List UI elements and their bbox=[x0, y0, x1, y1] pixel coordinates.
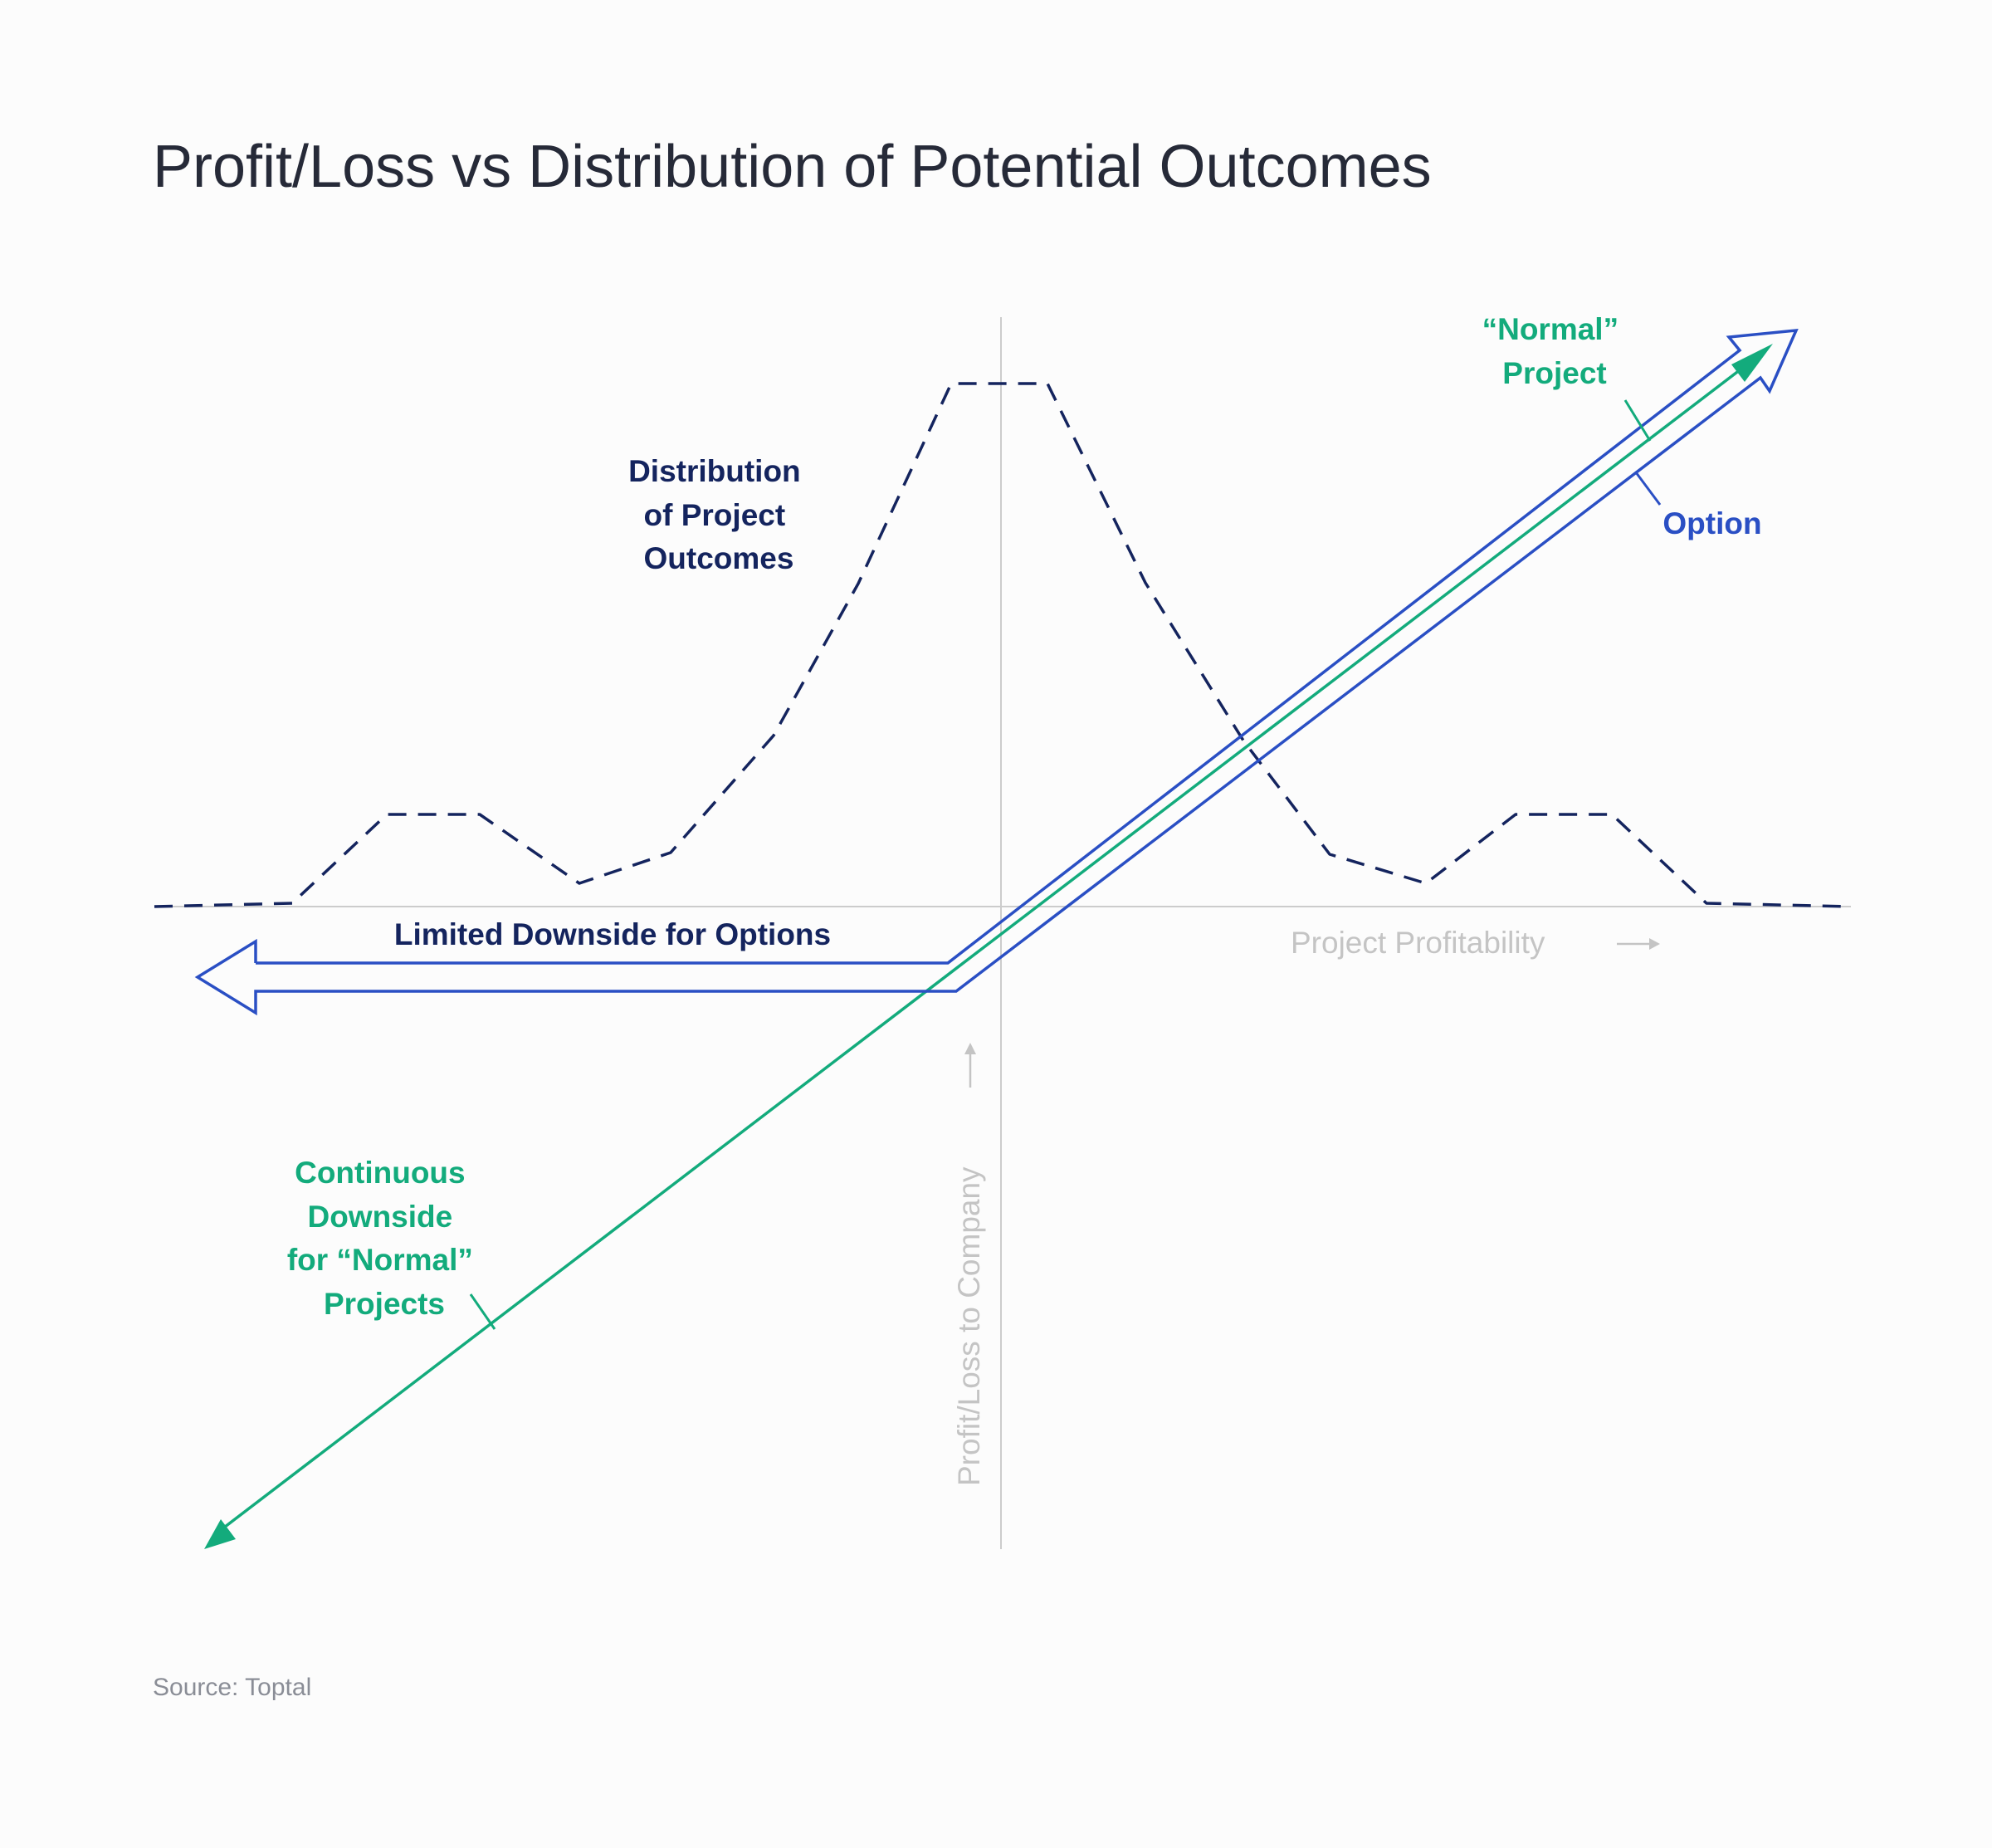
y-axis-label: Profit/Loss to Company bbox=[952, 1166, 986, 1486]
distribution-label-line-2: of Project bbox=[644, 498, 786, 532]
continuous-downside-line-1: Continuous bbox=[295, 1156, 466, 1190]
option-leader bbox=[1634, 472, 1662, 506]
option-label: Option bbox=[1662, 506, 1761, 540]
continuous-downside-leader bbox=[469, 1293, 496, 1330]
continuous-downside-label: Continuous Downside for “Normal” Project… bbox=[287, 1156, 481, 1321]
chart-title: Profit/Loss vs Distribution of Potential… bbox=[153, 134, 1432, 200]
source-note: Source: Toptal bbox=[153, 1674, 312, 1701]
distribution-label: Distribution of Project Outcomes bbox=[628, 454, 809, 575]
distribution-label-line-1: Distribution bbox=[628, 454, 801, 488]
normal-project-label: “Normal” Project bbox=[1482, 312, 1628, 390]
continuous-downside-line-2: Downside bbox=[307, 1200, 452, 1234]
right-arrow-icon bbox=[1617, 938, 1660, 950]
continuous-downside-line-4: Projects bbox=[324, 1287, 445, 1321]
normal-project-label-line-1: “Normal” bbox=[1482, 312, 1618, 346]
normal-project-leader bbox=[1623, 399, 1652, 442]
continuous-downside-line-3: for “Normal” bbox=[287, 1243, 473, 1277]
x-axis-label: Project Profitability bbox=[1291, 926, 1545, 960]
normal-project-line bbox=[216, 354, 1760, 1534]
distribution-label-line-3: Outcomes bbox=[644, 541, 794, 575]
distribution-curve bbox=[154, 382, 1852, 908]
normal-downside-arrowhead bbox=[204, 1519, 236, 1549]
limited-downside-label: Limited Downside for Options bbox=[394, 917, 831, 951]
up-arrow-icon bbox=[964, 1043, 976, 1088]
option-arrow-upper bbox=[194, 328, 1799, 1016]
normal-project-label-line-2: Project bbox=[1502, 356, 1606, 390]
normal-project-arrowhead bbox=[1731, 344, 1773, 382]
